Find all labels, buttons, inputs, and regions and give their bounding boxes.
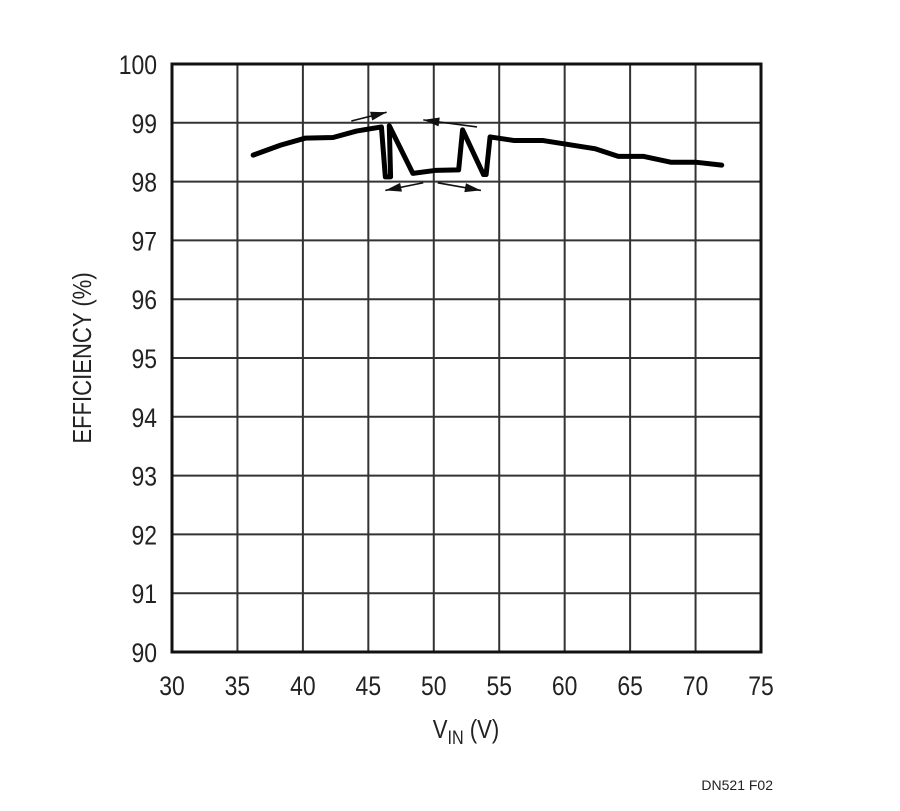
- y-tick-label: 91: [131, 579, 157, 609]
- series-line: [250, 123, 725, 180]
- y-tick-label: 98: [131, 168, 157, 198]
- x-axis-label-main: V: [433, 715, 448, 744]
- y-tick-label: 99: [131, 109, 157, 139]
- x-tick-label: 60: [552, 671, 578, 701]
- y-tick-label: 90: [131, 638, 157, 668]
- y-tick-label: 94: [131, 403, 157, 433]
- x-tick-label: 30: [159, 671, 185, 701]
- x-tick-label: 35: [225, 671, 251, 701]
- y-axis-label: EFFICIENCY (%): [68, 272, 97, 443]
- x-tick-label: 55: [486, 671, 512, 701]
- y-tick-label: 95: [131, 344, 157, 374]
- x-tick-label: 65: [617, 671, 643, 701]
- hysteresis-arrow: [437, 181, 482, 193]
- x-tick-label: 70: [683, 671, 709, 701]
- x-tick-labels: 30 35 40 45 50 55 60 65 70 75: [159, 671, 774, 701]
- y-tick-label: 97: [131, 227, 157, 257]
- x-tick-label: 75: [748, 671, 774, 701]
- x-axis-label: VIN (V): [433, 715, 499, 748]
- x-tick-label: 40: [290, 671, 316, 701]
- plot-border: [170, 62, 763, 654]
- hysteresis-arrow: [351, 111, 387, 122]
- x-axis-label-unit: (V): [464, 715, 500, 744]
- y-tick-labels: 90 91 92 93 94 95 96 97 98 99 100: [119, 50, 157, 668]
- plot-frame: [170, 62, 763, 654]
- figure-id: DN521 F02: [701, 777, 773, 793]
- efficiency-line: [250, 123, 725, 180]
- x-tick-label: 45: [356, 671, 382, 701]
- y-tick-label: 96: [131, 285, 157, 315]
- annotation-arrows: [351, 111, 482, 193]
- y-tick-label: 100: [119, 50, 157, 80]
- y-tick-label: 92: [131, 521, 157, 551]
- x-tick-label: 50: [421, 671, 447, 701]
- x-axis-label-sub: IN: [448, 727, 464, 749]
- hysteresis-arrow: [385, 181, 424, 192]
- y-tick-label: 93: [131, 462, 157, 492]
- hysteresis-arrow: [423, 117, 478, 128]
